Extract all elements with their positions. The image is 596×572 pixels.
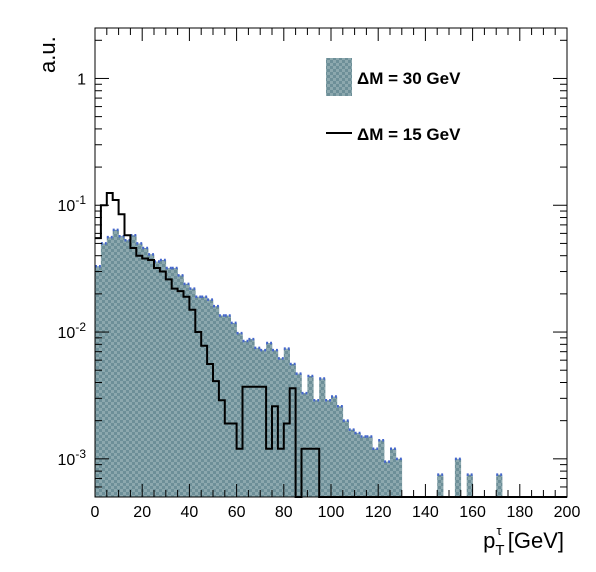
bar-series-1-bin-19 [207,299,214,497]
bar-series-1-bin-34 [295,373,302,497]
bar-series-1-bin-41 [336,406,344,497]
bar-series-1-bin-35 [301,393,308,497]
bar-series-1-bin-12 [165,267,172,497]
bar-series-1-bin-28 [260,350,267,497]
x-tick-label: 200 [554,504,581,521]
bar-series-1-bin-11 [159,259,167,497]
series-fill-layer [95,228,503,498]
bar-series-1-bin-15 [183,283,190,497]
bar-series-1-bin-13 [171,267,178,497]
x-axis-title-main: p [483,528,495,553]
bar-series-1-bin-24 [236,333,243,497]
x-tick-label: 120 [365,504,392,521]
bar-series-1-bin-16 [189,288,196,497]
bar-series-1-bin-7 [136,243,143,497]
bar-series-1-bin-30 [272,350,279,497]
bar-series-1-bin-42 [342,420,349,497]
bar-series-1-bin-4 [118,236,125,497]
bar-series-1-bin-8 [142,248,149,497]
bar-series-1-bin-40 [331,396,338,497]
x-axis-title-sub: T [495,542,504,559]
bar-series-1-bin-23 [230,322,237,497]
bar-series-1-bin-63 [466,474,473,497]
x-tick-label: 140 [412,504,439,521]
bar-series-1-bin-1 [100,243,108,497]
bar-series-1-bin-50 [390,448,397,497]
bar-series-1-bin-68 [496,474,503,497]
y-tick-label: 10-3 [58,447,87,469]
bar-series-1-bin-22 [224,315,231,497]
bar-series-1-bin-38 [319,378,326,497]
bar-series-1-bin-29 [266,342,273,497]
x-axis-title-sup: τ [497,523,503,538]
bar-series-1-bin-9 [148,254,155,497]
legend: ΔM = 30 GeV ΔM = 15 GeV [326,58,461,144]
bar-series-1-bin-33 [289,363,296,497]
bar-series-1-bin-39 [325,400,332,497]
x-tick-label: 80 [275,504,293,521]
bar-series-1-bin-44 [354,432,361,497]
bar-series-1-bin-17 [195,296,202,497]
bar-series-1-bin-2 [106,237,113,497]
bar-series-1-bin-6 [130,235,137,497]
bar-series-1-bin-18 [201,296,208,497]
x-axis-title: pTτ [GeV] [483,523,564,559]
bar-series-1-bin-46 [366,436,373,497]
bar-series-1-bin-3 [112,229,119,498]
x-tick-label: 60 [228,504,246,521]
bar-series-1-bin-10 [154,261,161,497]
y-axis-title: a.u. [35,36,60,73]
y-tick-label: 1 [77,71,86,88]
y-tick-label: 10-1 [58,193,87,215]
bar-series-1-bin-0 [95,266,102,497]
legend-label-series-1: ΔM = 30 GeV [357,69,461,88]
bar-series-1-bin-61 [454,458,462,497]
bar-series-1-bin-31 [277,358,285,497]
legend-label-series-2: ΔM = 15 GeV [357,125,461,144]
x-tick-label: 20 [133,504,151,521]
x-tick-label: 40 [181,504,199,521]
bar-series-1-bin-20 [213,306,220,497]
bar-series-1-bin-36 [307,376,314,497]
x-tick-label: 100 [318,504,345,521]
y-tick-label: 10-2 [58,320,87,342]
bar-series-1-bin-26 [248,339,255,497]
bar-series-1-bin-25 [242,340,249,497]
x-axis-title-unit: [GeV] [502,528,564,553]
bar-series-1-bin-43 [348,429,355,497]
bar-series-1-bin-47 [372,448,379,497]
bar-series-1-bin-21 [218,315,226,497]
bar-series-1-bin-48 [378,440,385,497]
bar-series-1-bin-27 [254,347,261,497]
axis-ticks [94,28,568,498]
axis-tick-labels: 0 20 40 60 80 100 120 140 160 180 200 10-3 10-2 10-1 1 [58,71,581,521]
bar-series-1-bin-58 [437,474,444,497]
legend-swatch-series-1 [326,58,352,96]
x-tick-label: 180 [506,504,533,521]
x-tick-label: 0 [91,504,100,521]
bar-series-1-bin-51 [395,458,403,497]
bar-series-1-bin-49 [384,461,391,497]
bar-series-1-bin-45 [360,436,367,497]
x-tick-label: 160 [459,504,486,521]
bar-series-1-bin-14 [177,275,184,497]
bar-series-1-bin-5 [124,240,131,497]
